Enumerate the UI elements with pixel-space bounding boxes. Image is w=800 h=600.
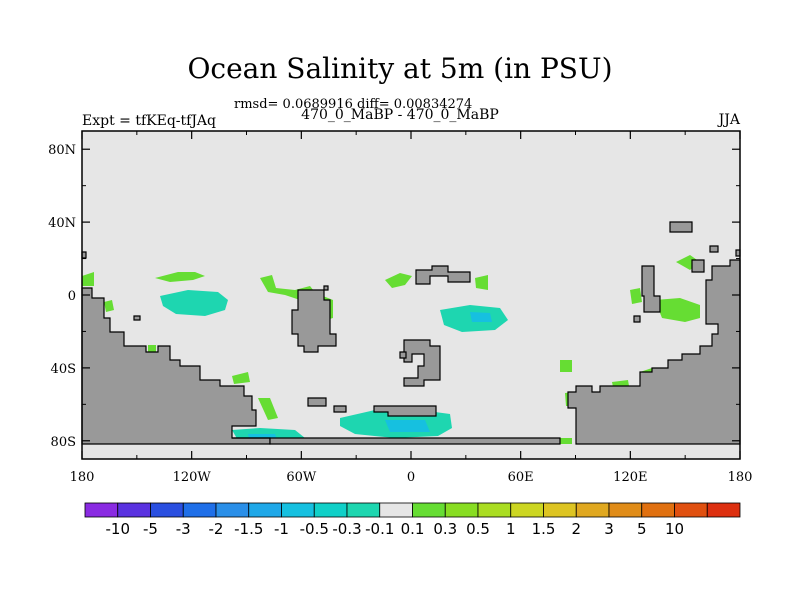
anomaly-patch bbox=[630, 288, 642, 304]
colorbar-label: 2 bbox=[571, 520, 581, 538]
colorbar-label: -3 bbox=[176, 520, 191, 538]
land-eastern-continent bbox=[567, 259, 741, 445]
land-central-west bbox=[291, 289, 337, 353]
colorbar-label: -1 bbox=[274, 520, 289, 538]
stats-label: rmsd= 0.0689916 diff= 0.00834274 bbox=[234, 97, 473, 112]
land-east-central-small bbox=[399, 351, 407, 359]
colorbar-label: 1.5 bbox=[532, 520, 556, 538]
x-tick-label: 180 bbox=[728, 470, 753, 485]
colorbar-swatch bbox=[117, 502, 151, 518]
land-masses bbox=[81, 221, 741, 445]
x-tick-label: 60W bbox=[286, 470, 317, 485]
anomaly-patch bbox=[155, 272, 205, 282]
land-east-central bbox=[403, 339, 441, 387]
land-western-continent bbox=[81, 287, 271, 445]
anomaly-patch bbox=[385, 420, 430, 432]
map-title: Ocean Salinity at 5m (in PSU) bbox=[187, 52, 613, 85]
colorbar-swatch bbox=[281, 502, 315, 518]
land-east-islet-2 bbox=[691, 259, 705, 273]
colorbar-label: 0.1 bbox=[401, 520, 425, 538]
land-south-strip bbox=[232, 437, 561, 445]
map-subtitle: 470_0_MaBP - 470_0_MaBP bbox=[301, 107, 499, 123]
colorbar-label: -5 bbox=[143, 520, 158, 538]
colorbar-swatch bbox=[150, 502, 184, 518]
map-panel: 180 120W 60W 0 60E 120E 180 80N 40N 0 40S 80S bbox=[48, 130, 752, 485]
colorbar-swatch bbox=[510, 502, 544, 518]
colorbar-swatch bbox=[641, 502, 675, 518]
colorbar-label: 0.5 bbox=[466, 520, 490, 538]
land-south-central bbox=[373, 405, 437, 417]
axis-ticks: 180 120W 60W 0 60E 120E 180 80N 40N 0 40S 80S bbox=[48, 131, 752, 485]
colorbar-swatch bbox=[543, 502, 577, 518]
colorbar-swatch bbox=[674, 502, 708, 518]
y-tick-label: 0 bbox=[68, 289, 76, 304]
anomaly-patch bbox=[470, 312, 492, 322]
colorbar-swatch bbox=[84, 502, 119, 518]
colorbar-label: -10 bbox=[106, 520, 131, 538]
land-ne-islet-small bbox=[133, 315, 141, 321]
colorbar-swatch bbox=[182, 502, 217, 518]
anomaly-patch bbox=[82, 272, 94, 286]
land-east-islet bbox=[669, 221, 693, 233]
land-central-west-small bbox=[307, 397, 327, 407]
colorbar: -10 -5 -3 -2 -1.5 -1 -0.5 -0.3 -0.1 0.1 0.3 0.5 1 1.5… bbox=[84, 502, 741, 538]
colorbar-swatch bbox=[412, 502, 446, 518]
x-tick-label: 60E bbox=[508, 470, 534, 485]
land-east-islet-4 bbox=[633, 315, 641, 323]
colorbar-swatch bbox=[346, 502, 381, 518]
colorbar-label: -2 bbox=[209, 520, 224, 538]
colorbar-label: 3 bbox=[604, 520, 614, 538]
y-tick-label: 40S bbox=[51, 362, 76, 377]
x-tick-label: 0 bbox=[407, 470, 415, 485]
colorbar-swatch bbox=[575, 502, 610, 518]
experiment-label: Expt = tfKEq-tfJAq bbox=[82, 113, 217, 129]
colorbar-swatch bbox=[248, 502, 282, 518]
x-tick-label: 120E bbox=[613, 470, 647, 485]
colorbar-label: -0.1 bbox=[365, 520, 394, 538]
anomaly-patch bbox=[475, 275, 488, 290]
anomaly-patch bbox=[655, 298, 700, 322]
colorbar-label: 0.3 bbox=[433, 520, 457, 538]
anomaly-patch bbox=[258, 398, 278, 420]
anomaly-patch bbox=[160, 290, 228, 316]
land-central-west-small-2 bbox=[333, 405, 347, 413]
anomaly-patch bbox=[560, 360, 572, 372]
colorbar-label: -0.5 bbox=[300, 520, 329, 538]
colorbar-swatch bbox=[477, 502, 512, 518]
anomaly-patch bbox=[558, 438, 572, 444]
land-north-central bbox=[415, 265, 471, 285]
season-label: JJA bbox=[718, 112, 740, 128]
colorbar-label: -0.3 bbox=[332, 520, 361, 538]
anomaly-patch bbox=[385, 273, 412, 288]
land-east-peninsula bbox=[641, 265, 661, 313]
colorbar-label: 5 bbox=[637, 520, 647, 538]
salinity-anomaly-patches bbox=[82, 255, 740, 444]
colorbar-label: -1.5 bbox=[234, 520, 263, 538]
y-tick-label: 80S bbox=[51, 435, 76, 450]
anomaly-patch bbox=[232, 372, 250, 384]
y-tick-label: 80N bbox=[48, 143, 76, 158]
x-tick-label: 120W bbox=[173, 470, 212, 485]
colorbar-swatch bbox=[313, 502, 348, 518]
colorbar-label: 1 bbox=[506, 520, 516, 538]
colorbar-label: 10 bbox=[665, 520, 684, 538]
anomaly-patch bbox=[104, 300, 114, 312]
colorbar-swatch bbox=[379, 502, 413, 518]
y-tick-label: 40N bbox=[48, 216, 76, 231]
colorbar-swatch bbox=[608, 502, 643, 518]
x-tick-label: 180 bbox=[70, 470, 95, 485]
colorbar-swatch bbox=[215, 502, 250, 518]
land-central-islet bbox=[323, 285, 329, 291]
land-east-islet-3 bbox=[709, 245, 719, 253]
colorbar-swatch bbox=[444, 502, 479, 518]
colorbar-swatch bbox=[706, 502, 741, 518]
